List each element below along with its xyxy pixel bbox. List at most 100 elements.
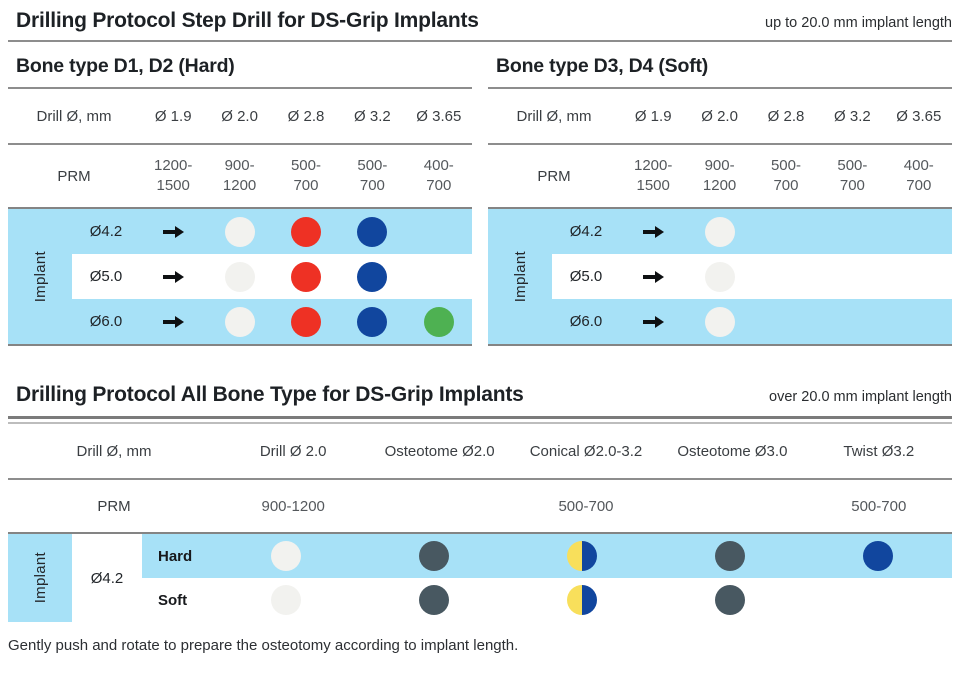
blue-dot xyxy=(357,261,388,292)
drill-diameter-header-row: Drill Ø, mm Ø 1.9 Ø 2.0 Ø 2.8 Ø 3.2 Ø 3.… xyxy=(8,89,472,143)
title-divider xyxy=(8,40,952,42)
protocol-cell xyxy=(339,209,405,254)
drill-diameter-col: Ø 3.2 xyxy=(354,107,391,125)
bone-table-soft-heading: Bone type D3, D4 (Soft) xyxy=(496,55,709,77)
implant-row-d60: Ø6.0 xyxy=(72,299,472,344)
slate-dot xyxy=(715,541,745,571)
implant-axis-label: Implant xyxy=(31,552,49,604)
heading-divider xyxy=(8,87,472,89)
red-dot xyxy=(290,261,321,292)
implant-size-cell: Ø4.2 xyxy=(72,534,142,622)
protocol-cell xyxy=(686,254,752,299)
drill-diameter-col: Ø 2.0 xyxy=(221,107,258,125)
white-dot xyxy=(704,261,735,292)
protocol-cell xyxy=(406,209,472,254)
drill-diameter-col: Ø 3.65 xyxy=(896,107,942,125)
drill-tool-col: Twist Ø3.2 xyxy=(843,442,915,460)
yellow-blue-dot xyxy=(567,541,597,571)
drill-diameter-label: Drill Ø, mm xyxy=(516,107,592,125)
implant-size-label: Ø6.0 xyxy=(89,313,123,330)
bone-row-soft: Soft xyxy=(142,578,952,622)
prm-value: 500- 700 xyxy=(770,156,801,194)
drill-diameter-header-row: Drill Ø, mm Ø 1.9 Ø 2.0 Ø 2.8 Ø 3.2 Ø 3.… xyxy=(488,89,952,143)
title-divider-thin xyxy=(8,422,952,424)
prm-value: 900- 1200 xyxy=(222,156,257,194)
arrow-icon xyxy=(140,299,206,344)
prm-value: 400- 700 xyxy=(903,156,934,194)
prm-value: 1200- 1500 xyxy=(634,156,673,194)
arrow-icon xyxy=(140,209,206,254)
white-dot xyxy=(271,585,301,615)
blue-dot xyxy=(863,541,893,571)
bone-table-hard: Bone type D1, D2 (Hard) Drill Ø, mm Ø 1.… xyxy=(8,44,472,346)
white-dot xyxy=(704,306,735,337)
bone-condition-label: Hard xyxy=(158,547,193,565)
prm-value: 1200- 1500 xyxy=(154,156,193,194)
prm-value: 500- 700 xyxy=(290,156,321,194)
protocol-cell xyxy=(886,209,952,254)
prm-label: PRM xyxy=(57,167,91,185)
prm-value: 900- 1200 xyxy=(702,156,737,194)
protocol-cell xyxy=(819,299,885,344)
protocol-cell xyxy=(406,254,472,299)
implant-size-label: Ø5.0 xyxy=(569,268,603,285)
drill-diameter-col: Ø 2.8 xyxy=(767,107,805,125)
protocol-cell xyxy=(686,209,752,254)
bone-tables: Bone type D1, D2 (Hard) Drill Ø, mm Ø 1.… xyxy=(8,44,952,346)
implant-row-d50: Ø5.0 xyxy=(552,254,952,299)
header-divider xyxy=(8,478,952,480)
drill-diameter-col: Ø 2.0 xyxy=(701,107,738,125)
protocol-cell xyxy=(273,254,339,299)
protocol-cell xyxy=(212,534,360,578)
slate-dot xyxy=(715,585,745,615)
header-divider xyxy=(488,143,952,145)
implant-axis: Implant xyxy=(8,534,72,622)
protocol-cell xyxy=(206,209,272,254)
prm-row: PRM 900-1200 500-700 500-700 xyxy=(8,480,952,532)
protocol-cell xyxy=(206,254,272,299)
prm-value: 400- 700 xyxy=(423,156,454,194)
implant-size-label: Ø6.0 xyxy=(569,313,603,330)
drill-tool-col: Conical Ø2.0-3.2 xyxy=(529,442,643,460)
protocol-cell xyxy=(804,534,952,578)
protocol-cell xyxy=(753,209,819,254)
implant-row-d42: Ø4.2 xyxy=(552,209,952,254)
prm-value: 500- 700 xyxy=(357,156,388,194)
slate-dot xyxy=(419,585,449,615)
prm-label: PRM xyxy=(537,167,571,185)
white-dot xyxy=(224,216,255,247)
bone-table-soft: Bone type D3, D4 (Soft) Drill Ø, mm Ø 1.… xyxy=(488,44,952,346)
all-bone-section: Drilling Protocol All Bone Type for DS-G… xyxy=(8,382,952,622)
drill-tool-header-row: Drill Ø, mm Drill Ø 2.0 Osteotome Ø2.0 C… xyxy=(8,424,952,478)
section1-title: Drilling Protocol Step Drill for DS-Grip… xyxy=(16,9,479,32)
implant-row-d50: Ø5.0 xyxy=(72,254,472,299)
implant-size-label: Ø4.2 xyxy=(569,223,603,240)
protocol-cell xyxy=(273,299,339,344)
implant-rows: Ø4.2 Ø5.0 xyxy=(552,209,952,344)
section2-title: Drilling Protocol All Bone Type for DS-G… xyxy=(16,383,524,406)
protocol-cell xyxy=(656,534,804,578)
protocol-cell xyxy=(206,299,272,344)
protocol-cell xyxy=(360,578,508,622)
prm-value: 500-700 xyxy=(558,497,614,515)
bone-table-hard-heading: Bone type D1, D2 (Hard) xyxy=(16,55,235,77)
drill-diameter-col: Ø 3.2 xyxy=(834,107,871,125)
protocol-cell xyxy=(886,299,952,344)
protocol-cell xyxy=(508,534,656,578)
section2-title-row: Drilling Protocol All Bone Type for DS-G… xyxy=(8,382,952,408)
white-dot xyxy=(704,216,735,247)
white-dot xyxy=(271,541,301,571)
drill-diameter-col: Ø 1.9 xyxy=(634,107,672,125)
prm-value: 500- 700 xyxy=(837,156,868,194)
implant-axis: Implant xyxy=(8,209,72,344)
protocol-cell xyxy=(886,254,952,299)
implant-rows-band: Implant Ø4.2 Ø5.0 xyxy=(488,207,952,346)
arrow-icon xyxy=(620,209,686,254)
section1-title-row: Drilling Protocol Step Drill for DS-Grip… xyxy=(8,8,952,34)
section2-implant-length-note: over 20.0 mm implant length xyxy=(769,389,952,405)
green-dot xyxy=(423,306,454,337)
implant-rows-band: Implant Ø4.2 Ø5.0 xyxy=(8,207,472,346)
blue-dot xyxy=(357,306,388,337)
implant-axis: Implant xyxy=(488,209,552,344)
